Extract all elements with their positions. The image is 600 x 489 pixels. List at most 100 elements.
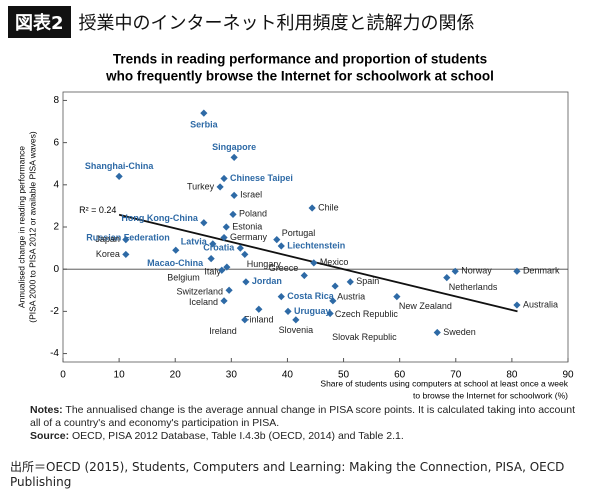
point xyxy=(242,278,250,286)
y-tick-label: 8 xyxy=(53,95,59,106)
point xyxy=(207,255,215,263)
note: Notes: The annualised change is the aver… xyxy=(30,404,578,430)
point xyxy=(172,246,180,254)
point xyxy=(273,236,281,244)
point xyxy=(255,305,263,313)
x-tick-label: 60 xyxy=(394,370,406,381)
point xyxy=(433,328,441,337)
point-label: Ireland xyxy=(209,326,237,336)
point-label: Greece xyxy=(269,263,299,273)
trend-line xyxy=(118,213,518,313)
x-tick-label: 10 xyxy=(114,370,126,381)
plot-frame xyxy=(62,91,569,363)
x-tick-label: 50 xyxy=(338,370,350,381)
trend-label: R² = 0.24 xyxy=(79,205,116,215)
point xyxy=(122,236,130,244)
point xyxy=(200,219,208,227)
point-label: Norway xyxy=(461,266,492,276)
page-title: 授業中のインターネット利用頻度と読解力の関係 xyxy=(78,13,475,34)
x-tick-label: 90 xyxy=(562,370,574,381)
point-label: Austria xyxy=(337,291,365,301)
point-label: Hungary xyxy=(247,259,282,269)
point xyxy=(329,297,337,305)
point xyxy=(513,267,521,275)
point xyxy=(220,233,228,242)
point-label: Finland xyxy=(244,315,274,325)
point xyxy=(230,153,238,161)
chart: Trends in reading performance and propor… xyxy=(16,52,574,400)
note-text: The annualised change is the average ann… xyxy=(30,404,575,429)
point-label: Macao-China xyxy=(147,258,204,268)
x-tick-label: 70 xyxy=(450,370,462,381)
point xyxy=(393,293,401,301)
x-tick-label: 20 xyxy=(170,370,182,381)
note-label: Notes: xyxy=(30,404,63,416)
footer: 出所＝OECD (2015), Students, Computers and … xyxy=(10,460,565,489)
point-label: Croatia xyxy=(203,242,235,252)
source-text: OECD, PISA 2012 Database, Table I.4.3b (… xyxy=(72,430,404,442)
point-label: Portugal xyxy=(282,228,316,238)
chart-title: who frequently browse the Internet for s… xyxy=(105,69,494,84)
chart-title: Trends in reading performance and propor… xyxy=(113,52,487,67)
point xyxy=(222,223,230,231)
point-label: Slovak Republic xyxy=(332,332,397,342)
point xyxy=(284,307,292,315)
x-tick-label: 0 xyxy=(60,370,66,381)
point-label: Chinese Taipei xyxy=(230,173,293,183)
point xyxy=(331,282,339,290)
point-label: Russian Federation xyxy=(86,233,170,243)
point xyxy=(451,267,459,275)
header: 図表2 授業中のインターネット利用頻度と読解力の関係 xyxy=(8,6,475,38)
x-tick-label: 80 xyxy=(506,370,518,381)
y-tick-label: 4 xyxy=(53,179,59,190)
y-axis-label: (PISA 2000 to PISA 2012 or available PIS… xyxy=(27,131,37,323)
point-label: Liechtenstein xyxy=(287,240,345,250)
y-tick-label: 0 xyxy=(53,264,59,275)
point xyxy=(218,266,226,274)
point xyxy=(310,259,318,267)
point-label: Shanghai-China xyxy=(85,161,154,171)
point xyxy=(209,240,217,248)
point-label: Iceland xyxy=(189,297,218,307)
point-label: Italy xyxy=(204,266,221,276)
point-label: Japan xyxy=(95,234,120,244)
point xyxy=(241,316,249,324)
point xyxy=(115,172,123,180)
point-label: Serbia xyxy=(190,119,219,129)
y-tick-label: -4 xyxy=(50,348,59,359)
point xyxy=(236,244,244,252)
point xyxy=(277,293,285,301)
point xyxy=(220,174,228,183)
point xyxy=(223,263,231,271)
point-label: Czech Republic xyxy=(335,309,399,319)
point-label: Korea xyxy=(96,249,120,259)
point xyxy=(230,191,238,199)
point-label: Sweden xyxy=(443,327,476,337)
point xyxy=(443,274,451,282)
y-tick-label: 2 xyxy=(53,222,59,233)
point-label: Israel xyxy=(240,190,262,200)
point-label: Chile xyxy=(318,202,339,212)
x-tick-label: 30 xyxy=(226,370,238,381)
point-label: New Zealand xyxy=(399,301,452,311)
point-label: Belgium xyxy=(167,273,200,283)
point-label: Jordan xyxy=(252,276,282,286)
point-label: Hong Kong-China xyxy=(121,213,198,223)
point xyxy=(229,210,237,218)
point-label: Estonia xyxy=(232,221,262,231)
point xyxy=(300,271,308,280)
point-label: Uruguay xyxy=(294,306,331,316)
point-label: Mexico xyxy=(320,257,349,267)
point-label: Australia xyxy=(523,299,558,309)
point xyxy=(225,286,233,294)
point-label: Germany xyxy=(230,232,268,242)
point-label: Singapore xyxy=(212,142,256,152)
x-tick-label: 40 xyxy=(282,370,294,381)
point xyxy=(346,278,354,286)
point xyxy=(277,242,285,250)
point-label: Turkey xyxy=(187,181,215,191)
y-tick-label: 6 xyxy=(53,137,59,148)
point xyxy=(241,250,249,259)
point-label: Slovenia xyxy=(279,325,314,335)
point-label: Poland xyxy=(239,209,267,219)
